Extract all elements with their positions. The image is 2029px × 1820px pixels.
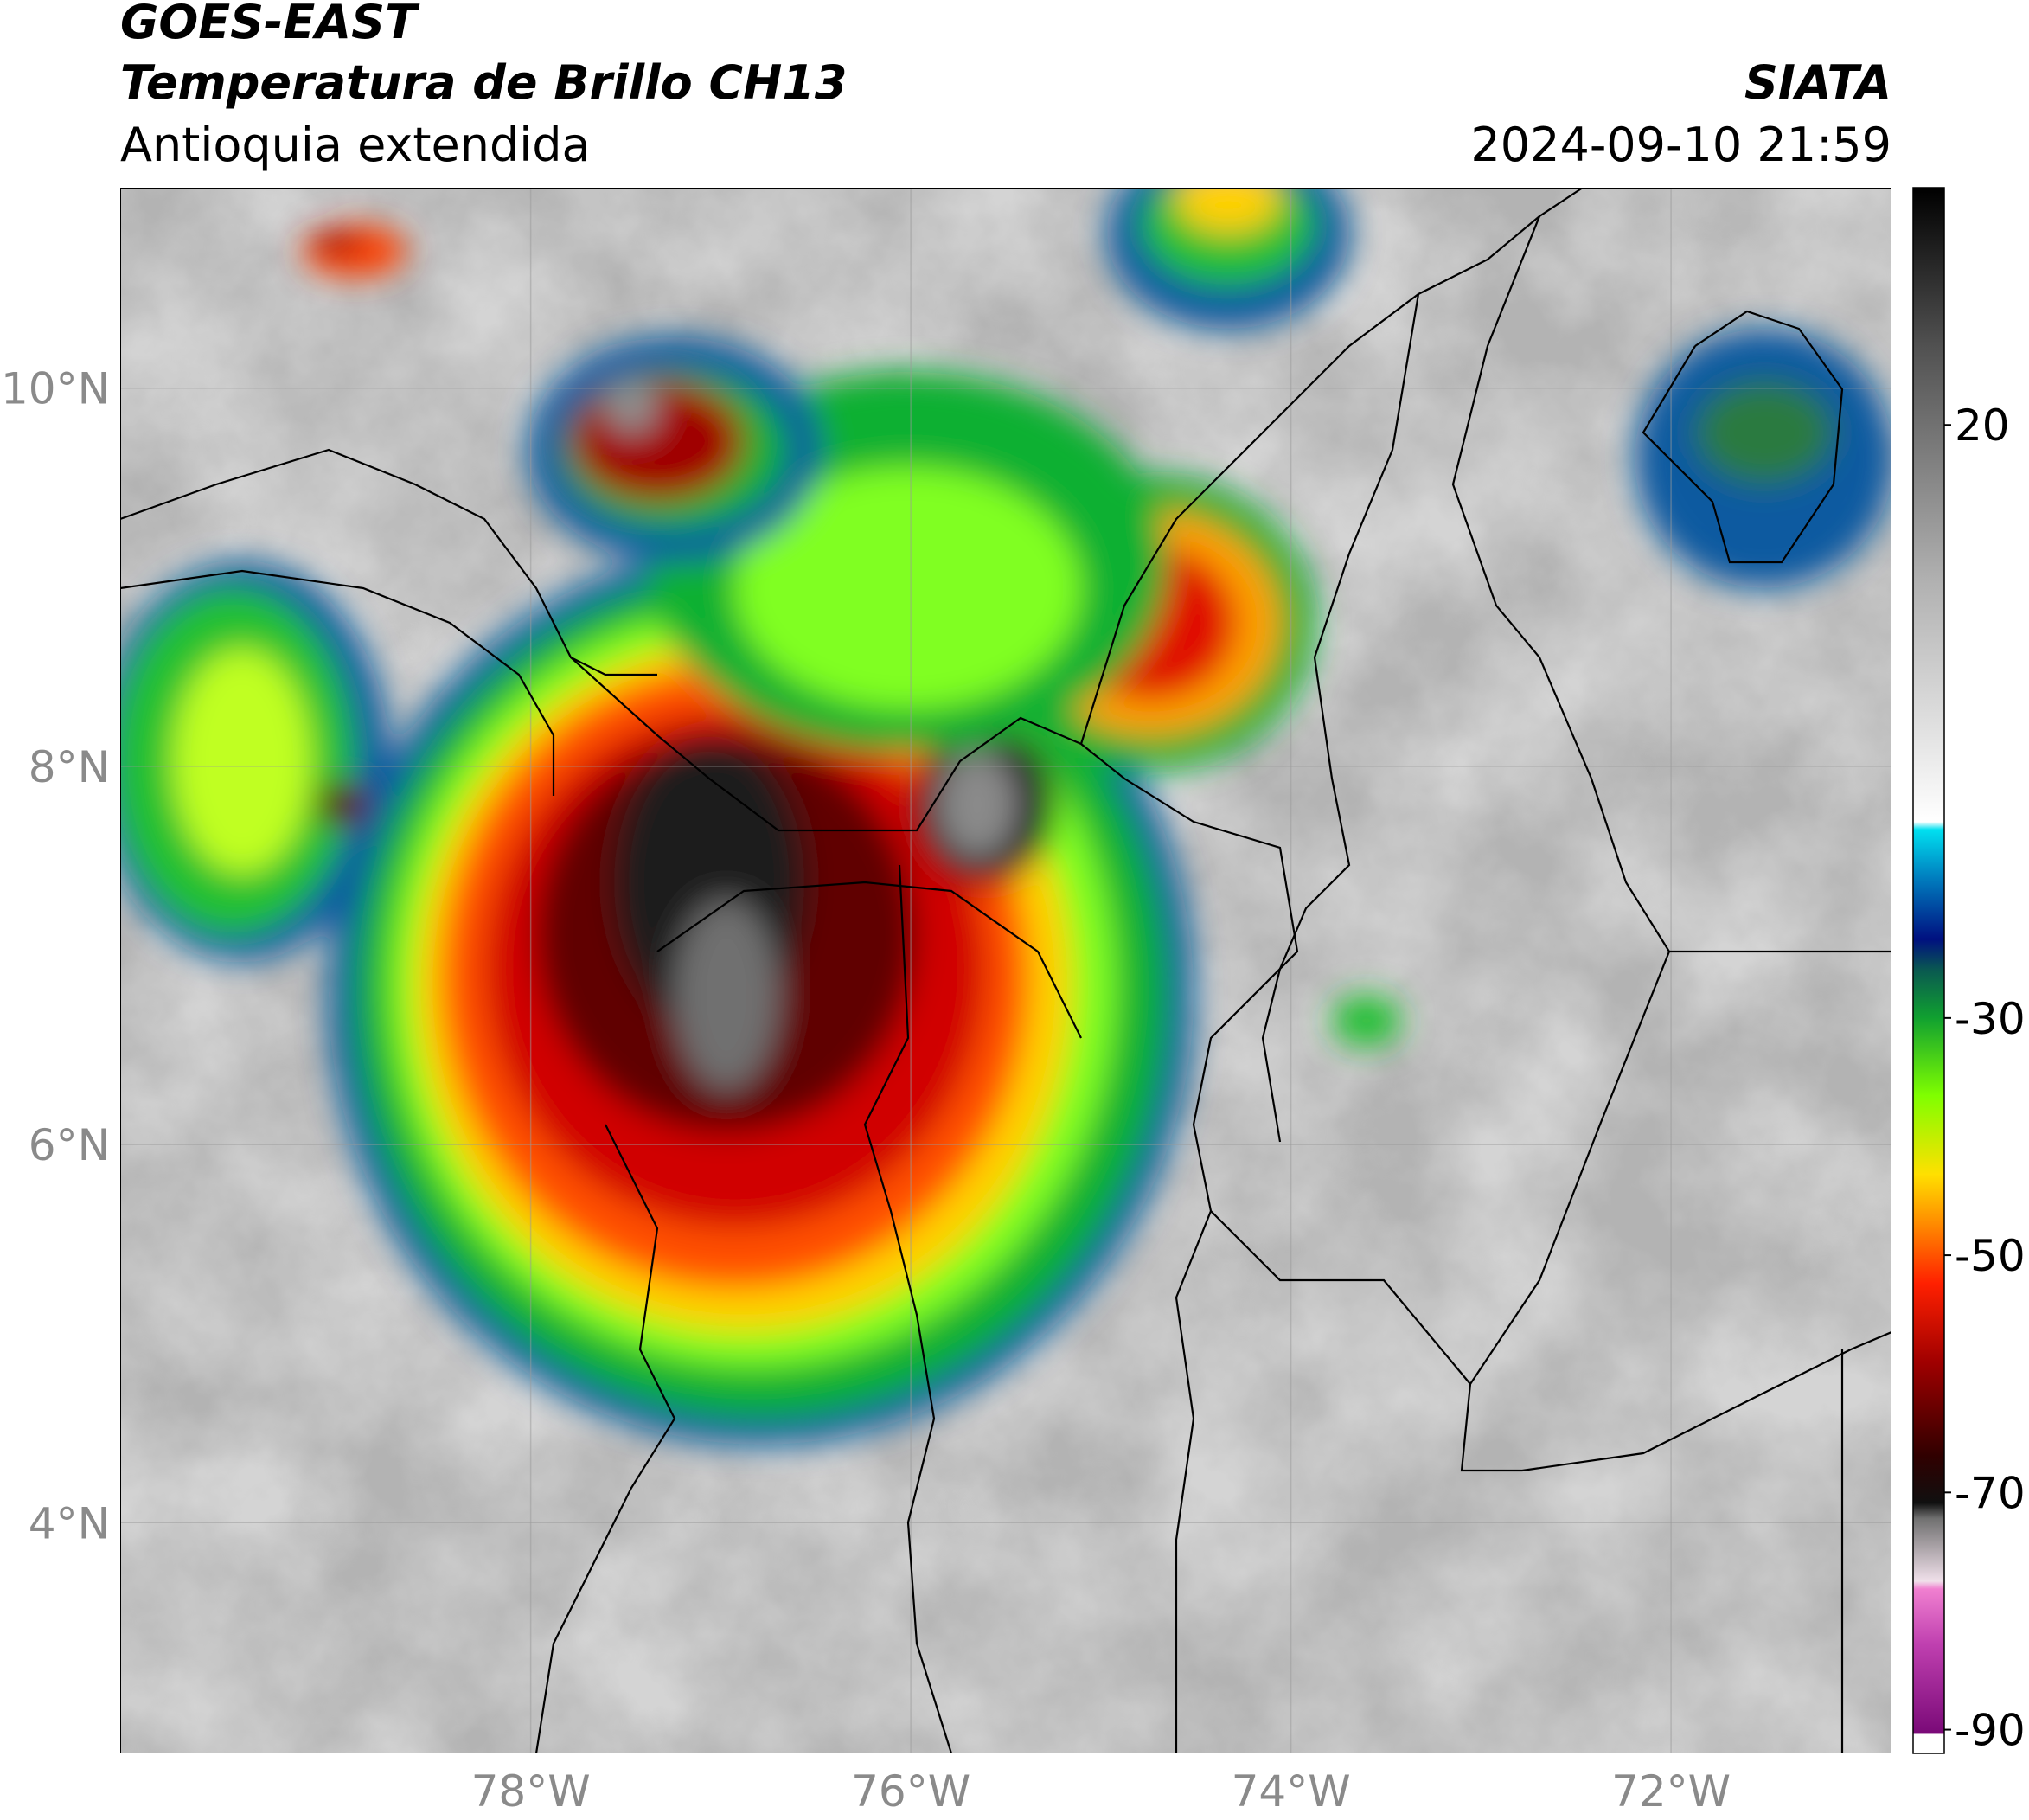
colorbar-tick-label: 20 <box>1955 401 2010 451</box>
title: GOES-EAST <box>120 0 420 49</box>
colorbar-tick-label: -50 <box>1955 1231 2026 1281</box>
datetime: 2024-09-10 21:59 <box>1470 118 1891 172</box>
x-tick-label: 78°W <box>471 1766 591 1817</box>
cloud-top <box>1176 188 1280 234</box>
cloud-top <box>675 900 778 1090</box>
colorbar <box>1912 187 1945 1754</box>
y-tick-label: 8°N <box>29 742 110 792</box>
coastline <box>120 448 657 676</box>
cloud-top <box>1332 995 1401 1047</box>
border <box>1210 1210 1471 1385</box>
subtitle: Temperatura de Brillo CH13 <box>120 55 848 110</box>
coastline <box>120 569 555 796</box>
coastline <box>1642 310 1844 564</box>
grid <box>120 188 1891 1753</box>
y-tick-label: 6°N <box>29 1120 110 1170</box>
colorbar-tick-label: -30 <box>1955 994 2026 1044</box>
colorbar-tick-label: -70 <box>1955 1468 2026 1518</box>
cloud-top <box>938 753 1016 856</box>
y-tick-label: 4°N <box>29 1498 110 1548</box>
coastline <box>1079 188 1584 745</box>
x-tick-label: 72°W <box>1611 1766 1731 1817</box>
cloud-top <box>1695 381 1834 484</box>
border <box>570 657 1082 832</box>
cloud-top <box>571 381 744 502</box>
cloud-top <box>735 467 1081 709</box>
border <box>863 864 953 1753</box>
coastline <box>534 1124 676 1753</box>
border <box>1460 951 1891 1472</box>
x-tick-label: 74°W <box>1232 1766 1351 1817</box>
storm-field <box>120 188 1891 1445</box>
cloud-top <box>316 783 368 826</box>
cloud-top <box>605 381 657 433</box>
cloud-top <box>173 649 311 874</box>
colorbar-tick-label: -90 <box>1955 1706 2026 1756</box>
border <box>1080 743 1299 1753</box>
border <box>1451 215 1891 953</box>
border <box>1261 293 1420 1143</box>
border <box>656 881 1082 1039</box>
source: SIATA <box>1744 55 1891 110</box>
map-area <box>120 188 1891 1753</box>
borders <box>120 188 1891 1753</box>
cloud-top <box>311 229 363 255</box>
y-tick-label: 10°N <box>1 364 110 414</box>
region: Antioquia extendida <box>120 118 591 172</box>
x-tick-label: 76°W <box>851 1766 970 1817</box>
